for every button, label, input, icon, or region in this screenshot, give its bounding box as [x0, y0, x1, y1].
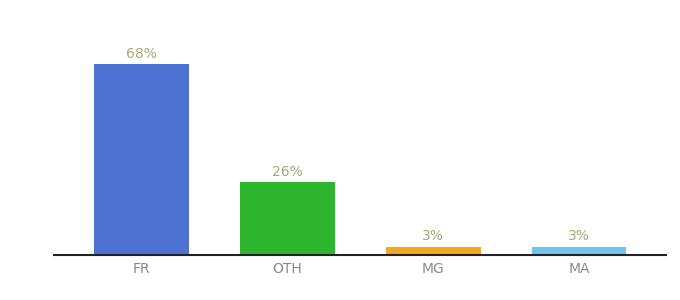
Text: 68%: 68% [126, 47, 157, 61]
Bar [95, 64, 189, 255]
Bar [532, 247, 626, 255]
Text: 3%: 3% [422, 229, 444, 243]
Bar [386, 247, 481, 255]
Text: 3%: 3% [568, 229, 590, 243]
Bar [240, 182, 335, 255]
Text: 26%: 26% [272, 165, 303, 178]
